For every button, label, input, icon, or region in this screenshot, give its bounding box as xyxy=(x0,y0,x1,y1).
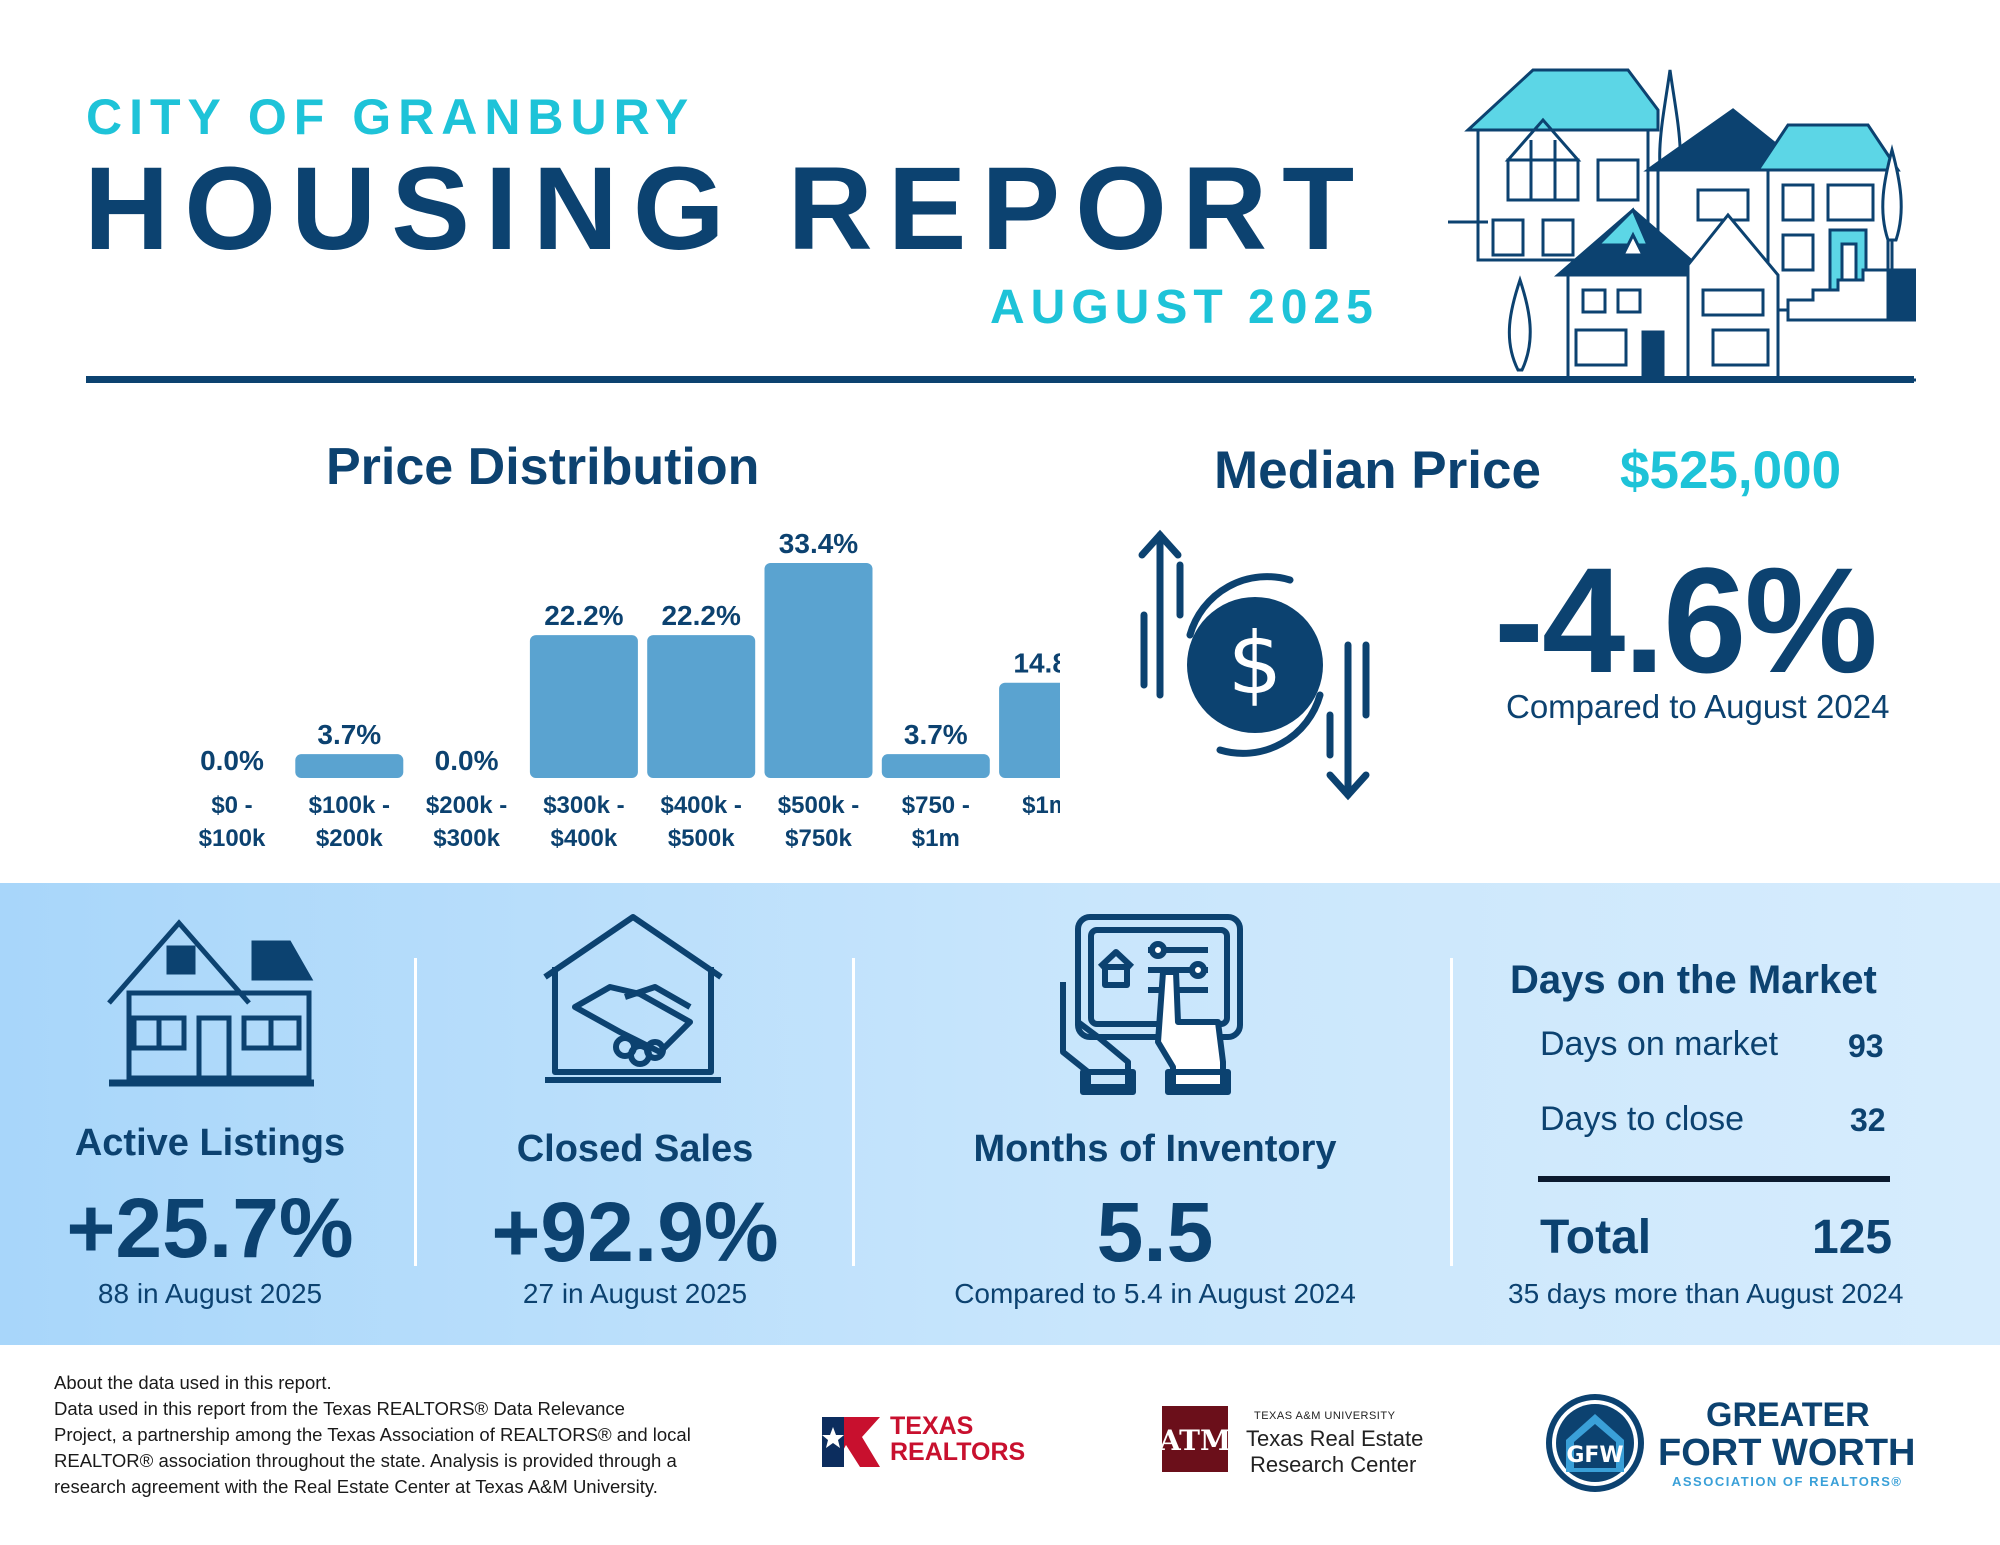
total-label: Total xyxy=(1540,1211,1652,1264)
chart-category-label: $750k xyxy=(785,825,852,852)
chart-bar xyxy=(999,682,1060,778)
chart-category-label: $0 - xyxy=(211,792,252,819)
texas-realtors-logo-icon xyxy=(822,1417,880,1467)
house-icon xyxy=(107,919,314,1087)
houses-illustration-icon xyxy=(1448,68,1916,382)
median-price-value: $525,000 xyxy=(1620,441,1842,500)
report-title: HOUSING REPORT xyxy=(84,143,1370,275)
header-divider xyxy=(86,376,1914,383)
divider xyxy=(852,958,855,1266)
divider xyxy=(1450,958,1453,1266)
chart-value-label: 14.8% xyxy=(1013,648,1060,679)
chart-value-label: 33.4% xyxy=(779,528,858,559)
gfw-line1: GREATER xyxy=(1706,1396,1870,1434)
chart-bar xyxy=(529,635,638,778)
tablet-hands-icon xyxy=(1060,914,1243,1095)
chart-category-label: $750 - xyxy=(902,792,970,819)
median-price-label: Median Price xyxy=(1214,441,1541,500)
stats-band xyxy=(0,883,2000,1345)
chart-category-label: $300k - xyxy=(543,792,624,819)
svg-text:GFW: GFW xyxy=(1566,1443,1623,1468)
price-distribution-chart: 0.0% $0 - $100k 3.7% $100k - $200k 0.0% $200k -… xyxy=(199,528,1060,852)
tamu-university-label: TEXAS A&M UNIVERSITY xyxy=(1254,1410,1396,1422)
chart-category-label: $100k xyxy=(199,825,266,852)
chart-category-label: $400k - xyxy=(660,792,741,819)
chart-category-label: $400k xyxy=(551,825,618,852)
svg-text:ATM: ATM xyxy=(1162,1424,1228,1457)
svg-text:$: $ xyxy=(1228,614,1283,714)
closed-sales-sub: 27 in August 2025 xyxy=(522,1278,748,1309)
chart-bar xyxy=(295,754,404,778)
gfw-line3: ASSOCIATION OF REALTORS® xyxy=(1672,1474,1903,1489)
texas-realtors-line1: TEXAS xyxy=(890,1412,974,1440)
dollar-cycle-icon: $ xyxy=(1138,529,1370,801)
chart-category-label: $200k - xyxy=(426,792,507,819)
chart-bar xyxy=(647,635,756,778)
chart-category-label: $500k xyxy=(668,825,735,852)
price-distribution-title: Price Distribution xyxy=(326,438,760,496)
city-name: CITY OF GRANBURY xyxy=(86,89,696,145)
days-to-close-row-label: Days to close xyxy=(1540,1100,1745,1138)
about-line: About the data used in this report. xyxy=(54,1372,332,1393)
chart-bar xyxy=(764,563,873,778)
chart-category-label: $500k - xyxy=(778,792,859,819)
active-listings-title: Active Listings xyxy=(74,1122,346,1164)
gfw-seal-icon: GFW xyxy=(1546,1394,1644,1492)
tamu-logo-icon: ATM xyxy=(1158,1406,1231,1472)
days-on-market-row-value: 93 xyxy=(1848,1028,1884,1064)
days-on-market-sub: 35 days more than August 2024 xyxy=(1508,1278,1904,1309)
divider xyxy=(414,958,417,1266)
about-line: research agreement with the Real Estate … xyxy=(54,1476,658,1497)
tamu-center-line2: Research Center xyxy=(1250,1452,1417,1477)
chart-category-label: $1m xyxy=(912,825,960,852)
chart-value-label: 3.7% xyxy=(904,719,968,750)
total-divider xyxy=(1538,1176,1890,1182)
chart-bar xyxy=(881,754,990,778)
active-listings-value: +25.7% xyxy=(66,1181,354,1275)
chart-value-label: 0.0% xyxy=(435,745,499,776)
chart-category-label: $100k - xyxy=(309,792,390,819)
chart-value-label: 22.2% xyxy=(661,600,740,631)
chart-value-label: 22.2% xyxy=(544,600,623,631)
months-inventory-title: Months of Inventory xyxy=(973,1128,1337,1170)
chart-value-label: 0.0% xyxy=(200,745,264,776)
about-data-text: About the data used in this report. Data… xyxy=(54,1370,774,1500)
gfw-line2: FORT WORTH xyxy=(1658,1432,1916,1474)
about-line: Data used in this report from the Texas … xyxy=(54,1398,625,1419)
chart-category-label: $300k xyxy=(433,825,500,852)
months-inventory-value: 5.5 xyxy=(1096,1185,1214,1279)
days-on-market-title: Days on the Market xyxy=(1510,958,1877,1002)
closed-sales-value: +92.9% xyxy=(491,1185,779,1279)
about-line: REALTOR® association throughout the stat… xyxy=(54,1450,677,1471)
total-value: 125 xyxy=(1812,1211,1893,1264)
chart-value-label: 3.7% xyxy=(317,719,381,750)
closed-sales-title: Closed Sales xyxy=(516,1128,754,1170)
active-listings-sub: 88 in August 2025 xyxy=(97,1278,323,1309)
days-to-close-row-value: 32 xyxy=(1850,1102,1886,1138)
report-date: AUGUST 2025 xyxy=(990,281,1379,334)
handshake-house-icon xyxy=(543,914,723,1083)
texas-realtors-line2: REALTORS xyxy=(890,1438,1026,1466)
tamu-center-line1: Texas Real Estate xyxy=(1246,1426,1424,1451)
chart-category-label: $200k xyxy=(316,825,383,852)
median-price-change: -4.6% xyxy=(1494,536,1878,704)
median-price-compare: Compared to August 2024 xyxy=(1506,688,1890,725)
texas-realtors-wordmark: TEXAS REALTORS xyxy=(890,1413,1025,1465)
months-inventory-sub: Compared to 5.4 in August 2024 xyxy=(954,1278,1356,1309)
about-line: Project, a partnership among the Texas A… xyxy=(54,1424,691,1445)
days-on-market-row-label: Days on market xyxy=(1540,1025,1779,1063)
chart-category-label: $1m+ xyxy=(1022,792,1060,819)
